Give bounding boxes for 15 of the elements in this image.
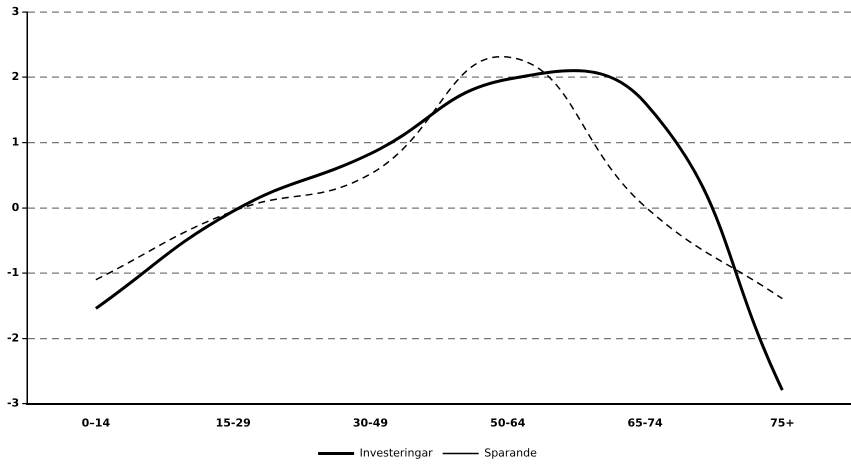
x-tick-label: 0–14 [82, 416, 110, 430]
legend-label: Sparande [484, 446, 538, 460]
x-tick-label: 15-29 [216, 416, 251, 430]
y-tick-label: -2 [6, 331, 20, 344]
x-tick-label: 65-74 [627, 416, 663, 430]
y-tick-label: -1 [6, 266, 20, 280]
y-tick-label: 2 [12, 70, 20, 84]
y-tick-label: 1 [12, 135, 20, 148]
x-tick-label: 50-64 [490, 416, 526, 430]
y-tick-label: -3 [6, 396, 20, 410]
y-tick-label: 3 [12, 4, 20, 18]
y-tick-label: 0 [12, 200, 20, 214]
x-tick-label: 30-49 [352, 416, 388, 430]
x-tick-label: 75+ [770, 416, 795, 430]
legend-label: Investeringar [360, 446, 434, 460]
